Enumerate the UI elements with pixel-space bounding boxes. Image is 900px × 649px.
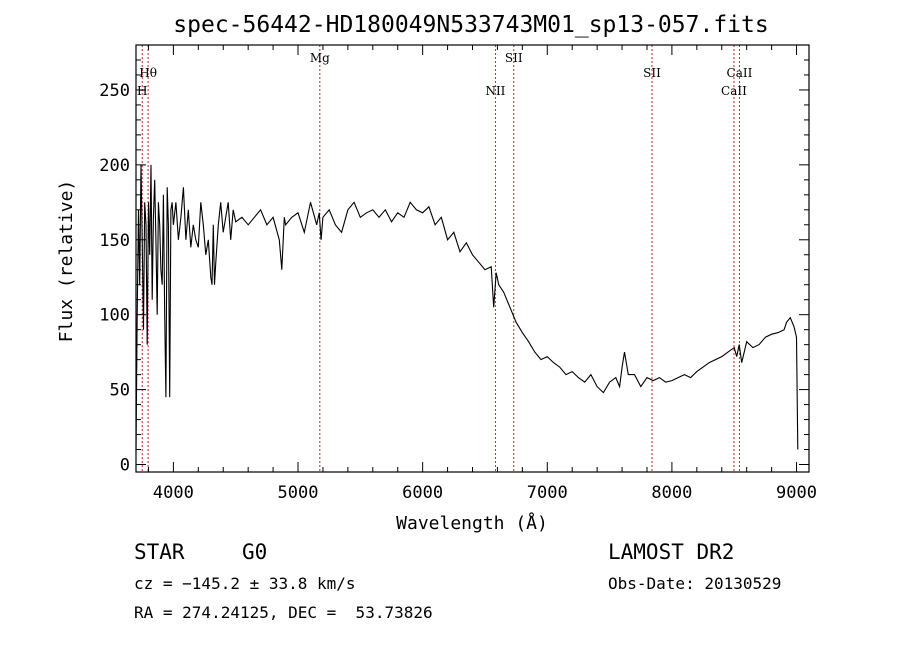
object-subclass: G0 xyxy=(242,540,268,564)
y-tick-label: 100 xyxy=(99,306,130,326)
plot-frame xyxy=(135,44,810,473)
survey-name: LAMOST DR2 xyxy=(608,540,735,564)
x-tick-label: 5000 xyxy=(278,483,319,503)
observation-date: Obs-Date: 20130529 xyxy=(608,574,782,593)
line-label: CaII xyxy=(727,66,753,80)
spectrum-series xyxy=(135,164,799,450)
x-axis-label: Wavelength (Å) xyxy=(396,512,548,534)
line-label: SII xyxy=(505,51,523,65)
y-tick-label: 200 xyxy=(99,156,130,176)
line-label: CaII xyxy=(721,84,747,98)
redshift-velocity: cz = −145.2 ± 33.8 km/s xyxy=(134,574,356,593)
line-labels: Hθ H Mg NII SII SII CaII CaII xyxy=(137,51,753,98)
y-axis-label: Flux (relative) xyxy=(56,180,77,343)
y-tick-label: 250 xyxy=(99,81,130,101)
line-label: Hθ xyxy=(139,66,157,80)
x-tick-label: 6000 xyxy=(402,483,443,503)
line-markers xyxy=(141,45,740,472)
tick-labels: 4000 5000 6000 7000 8000 9000 0 50 100 150 200 250 xyxy=(99,81,817,503)
chart-title: spec-56442-HD180049N533743M01_sp13-057.f… xyxy=(173,12,768,38)
y-tick-label: 50 xyxy=(110,381,130,401)
line-label: H xyxy=(137,84,147,98)
y-tick-label: 0 xyxy=(120,456,130,476)
object-class: STAR xyxy=(134,540,185,564)
y-tick-label: 150 xyxy=(99,231,130,251)
line-label: SII xyxy=(643,66,661,80)
x-tick-label: 7000 xyxy=(527,483,568,503)
coordinates: RA = 274.24125, DEC = 53.73826 xyxy=(134,603,433,622)
line-label: Mg xyxy=(310,51,330,65)
line-label: NII xyxy=(485,84,505,98)
x-tick-label: 4000 xyxy=(153,483,194,503)
x-tick-label: 9000 xyxy=(776,483,817,503)
axis-ticks xyxy=(136,45,809,472)
x-tick-label: 8000 xyxy=(651,483,692,503)
